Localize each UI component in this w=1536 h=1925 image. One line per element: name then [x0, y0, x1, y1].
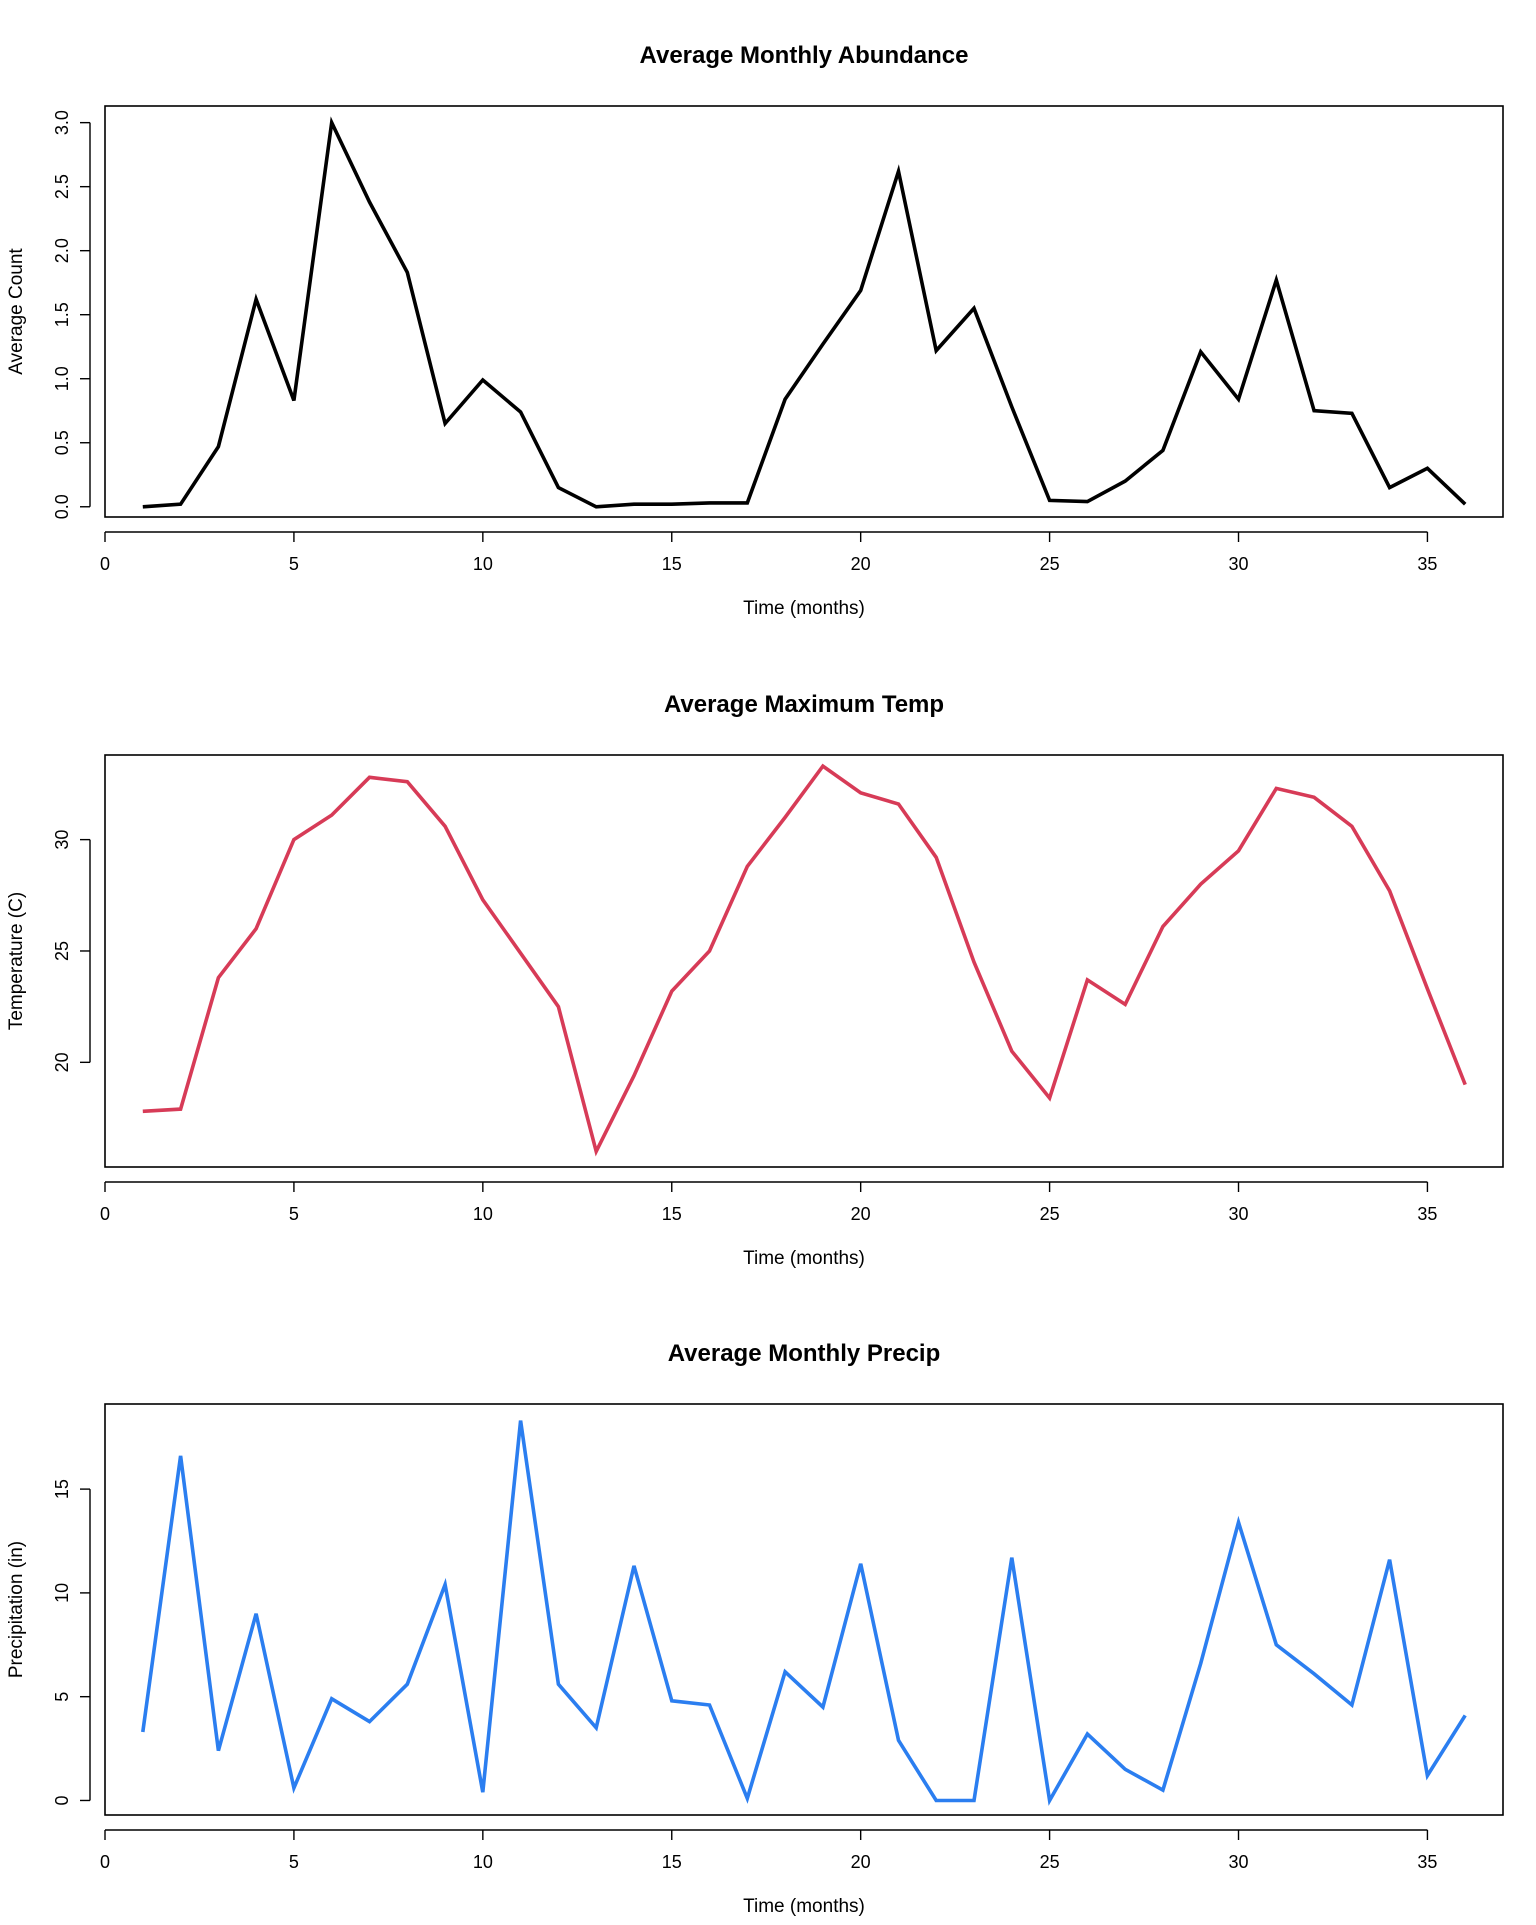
plot-frame: [104, 105, 1504, 518]
x-axis-title: Time (months): [743, 598, 865, 619]
y-tick-label: 30: [52, 830, 72, 850]
chart-panel-2: Average Maximum Temp 0 5 10 15 20 25 30 35 Time (…: [6, 691, 1504, 1269]
y-tick-label: 15: [52, 1479, 72, 1499]
y-axis-title: Average Count: [6, 248, 27, 375]
x-tick-label: 25: [1040, 554, 1060, 574]
plot-frame: [104, 754, 1504, 1168]
y-tick-label: 25: [52, 941, 72, 961]
x-tick-label: 30: [1228, 1204, 1248, 1224]
x-tick-label: 20: [851, 1852, 871, 1872]
plot-frame: [104, 1403, 1504, 1816]
x-tick-label: 15: [662, 554, 682, 574]
chart-title: Average Maximum Temp: [664, 691, 944, 718]
x-tick-label: 10: [473, 1852, 493, 1872]
series-line: [141, 1420, 1467, 1806]
y-tick-label: 0.5: [52, 430, 72, 455]
x-tick-label: 15: [662, 1204, 682, 1224]
x-tick-label: 20: [851, 1204, 871, 1224]
x-tick-label: 5: [289, 1204, 299, 1224]
chart-title: Average Monthly Precip: [668, 1340, 941, 1367]
x-tick-label: 35: [1417, 1852, 1437, 1872]
x-tick-label: 0: [100, 1852, 110, 1872]
y-tick-label: 10: [52, 1583, 72, 1603]
y-tick-label: 0: [52, 1795, 72, 1805]
series-line: [142, 763, 1467, 1157]
x-tick-label: 35: [1417, 554, 1437, 574]
chart-title: Average Monthly Abundance: [640, 42, 969, 69]
chart-panel-1: Average Monthly Abundance 0 5 10 15 20 25 30 35 T…: [6, 42, 1504, 619]
x-tick-label: 30: [1228, 554, 1248, 574]
x-tick-label: 30: [1228, 1852, 1248, 1872]
x-tick-label: 25: [1040, 1204, 1060, 1224]
x-tick-label: 20: [851, 554, 871, 574]
x-tick-label: 0: [100, 554, 110, 574]
x-tick-label: 5: [289, 554, 299, 574]
x-tick-label: 10: [473, 1204, 493, 1224]
x-tick-label: 5: [289, 1852, 299, 1872]
y-tick-label: 20: [52, 1052, 72, 1072]
x-axis-title: Time (months): [743, 1248, 865, 1269]
x-tick-label: 0: [100, 1204, 110, 1224]
y-tick-label: 2.0: [52, 238, 72, 263]
y-tick-label: 1.5: [52, 302, 72, 327]
y-tick-label: 5: [52, 1692, 72, 1702]
series-line: [142, 116, 1467, 509]
x-tick-label: 15: [662, 1852, 682, 1872]
y-tick-label: 3.0: [52, 110, 72, 135]
y-tick-label: 1.0: [52, 366, 72, 391]
x-tick-label: 10: [473, 554, 493, 574]
x-tick-label: 35: [1417, 1204, 1437, 1224]
y-tick-label: 0.0: [52, 494, 72, 519]
chart-panel-3: Average Monthly Precip 0 5 10 15 20 25 30 35 Time…: [6, 1340, 1504, 1917]
y-tick-label: 2.5: [52, 174, 72, 199]
x-axis-title: Time (months): [743, 1896, 865, 1917]
x-tick-label: 25: [1040, 1852, 1060, 1872]
y-axis-title: Temperature (C): [6, 892, 27, 1030]
y-axis-title: Precipitation (in): [6, 1541, 27, 1678]
